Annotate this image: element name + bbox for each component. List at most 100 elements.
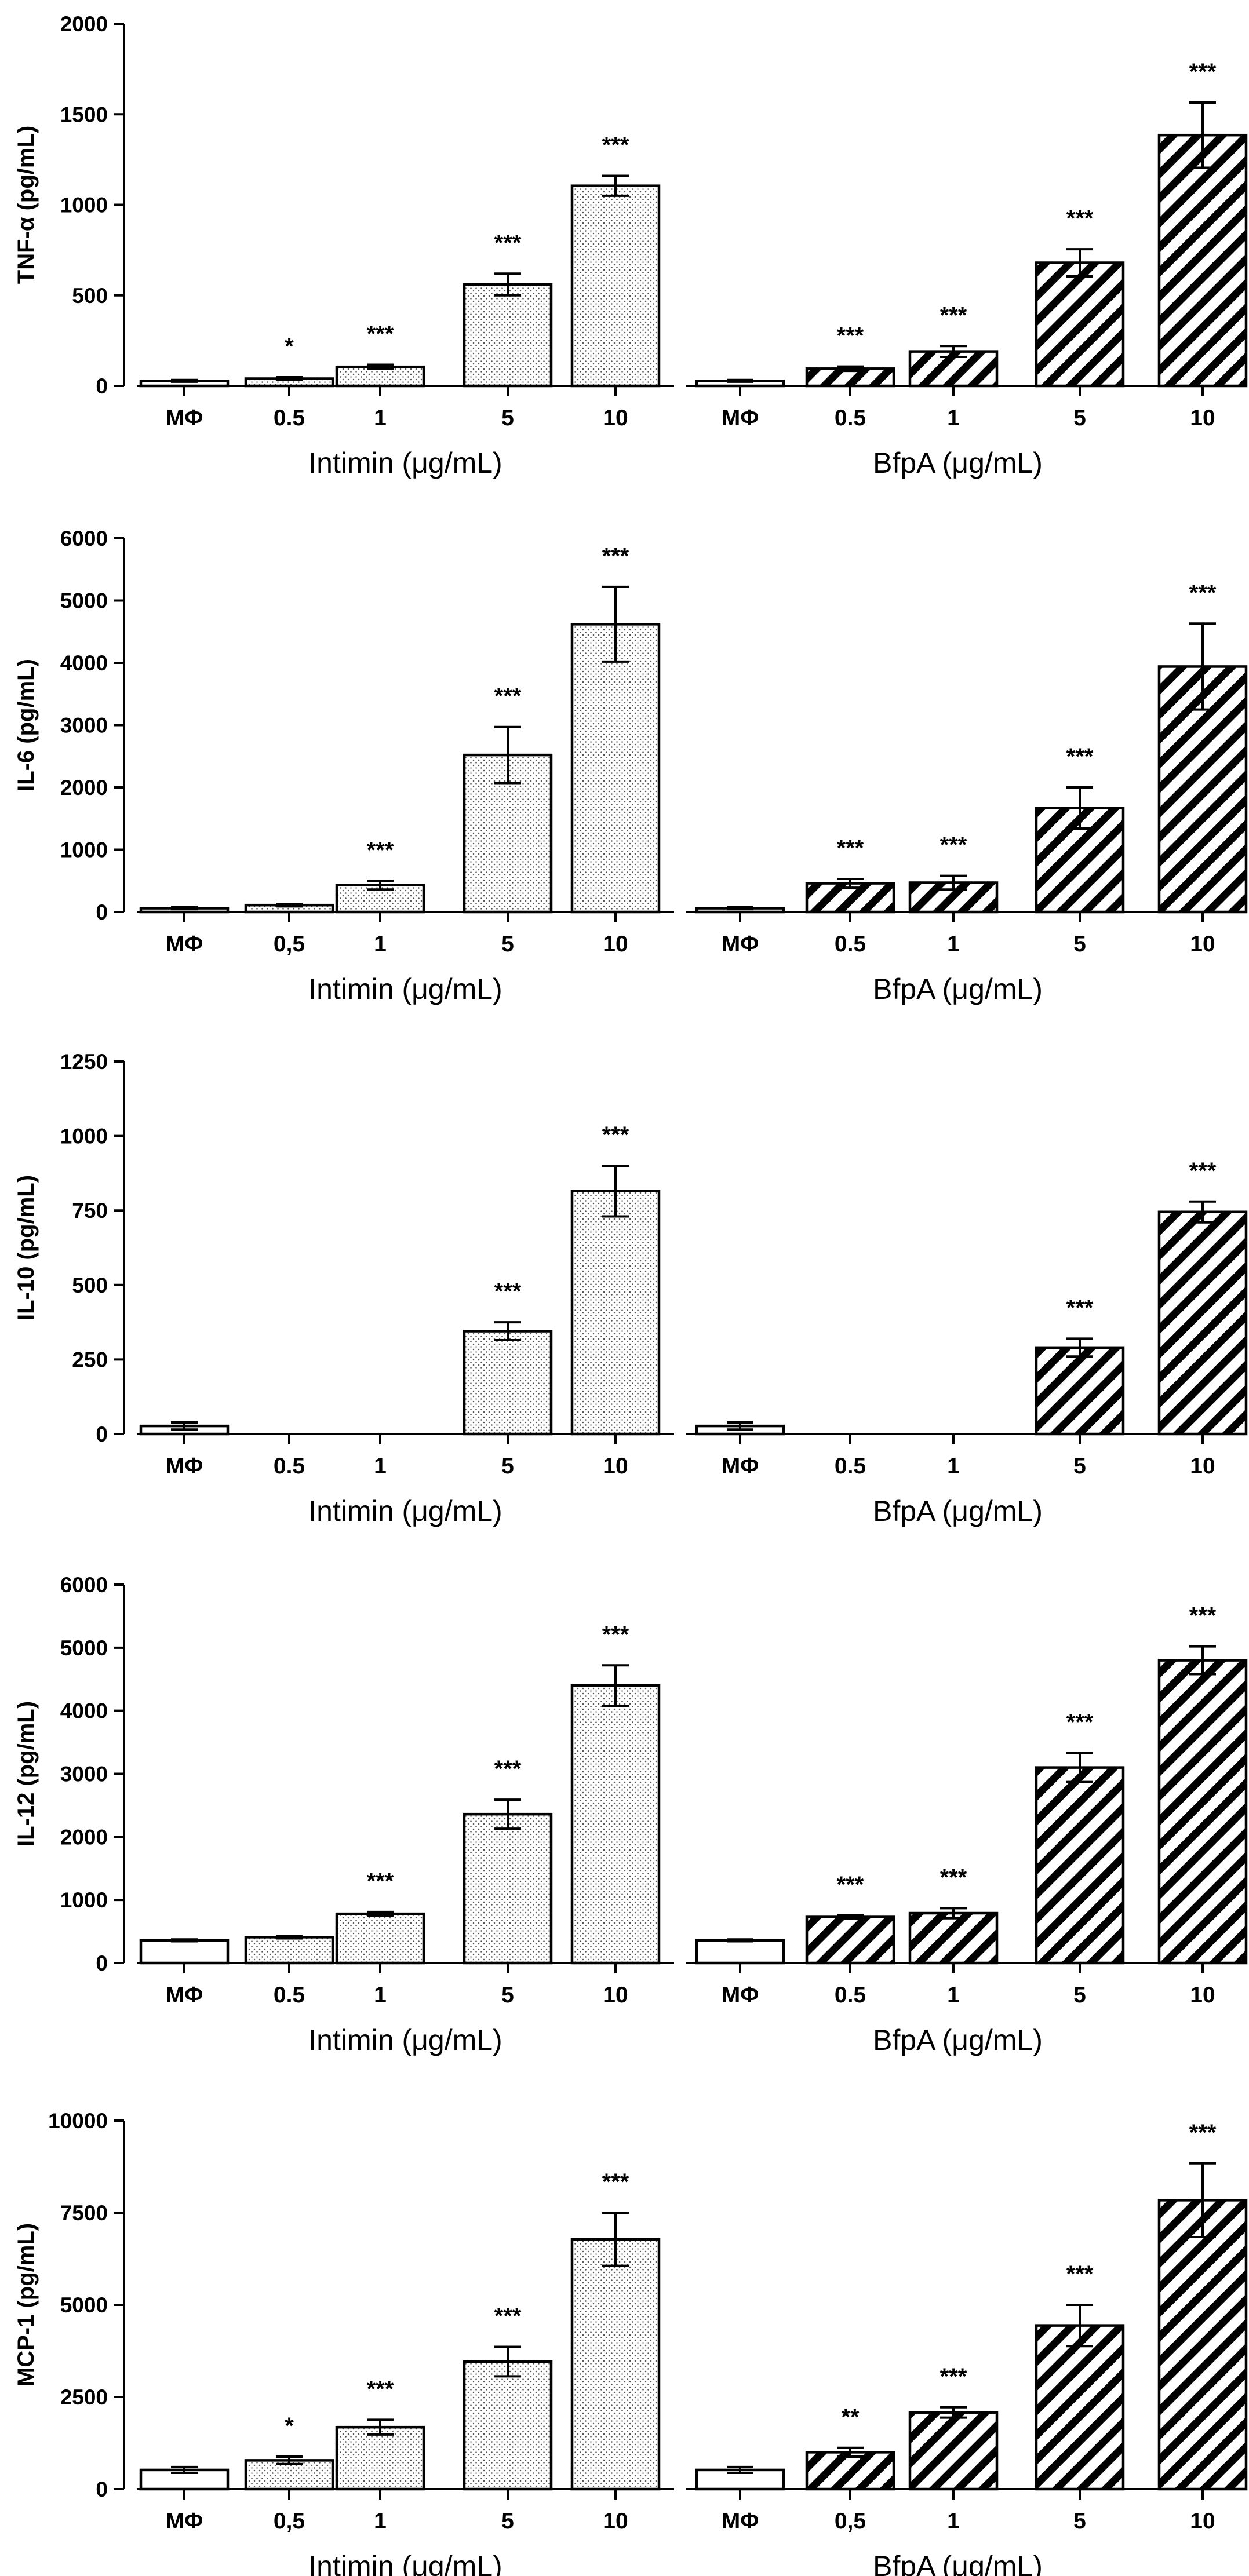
- category-label: 10: [603, 1983, 628, 2008]
- bar: [1157, 133, 1248, 388]
- bar: [1035, 1346, 1125, 1436]
- category-label: 10: [1190, 1454, 1215, 1479]
- y-tick-label: 4000: [60, 1699, 108, 1723]
- y-tick-label: 7500: [60, 2201, 108, 2225]
- category-label: MΦ: [166, 932, 203, 957]
- bar: [570, 1190, 661, 1436]
- x-axis-label: Intimin (μg/mL): [308, 2024, 502, 2056]
- significance-label: ***: [494, 1279, 522, 1304]
- y-tick-label: 0: [96, 2478, 108, 2501]
- significance-label: ***: [602, 133, 629, 158]
- category-label: MΦ: [722, 1454, 759, 1479]
- significance-label: ***: [837, 1872, 864, 1898]
- significance-label: ***: [367, 321, 394, 346]
- bar: [908, 1911, 999, 1965]
- significance-label: ***: [367, 1869, 394, 1894]
- y-axis-label: IL-6 (pg/mL): [13, 659, 39, 791]
- category-label: 0,5: [274, 2509, 305, 2534]
- bar: [1035, 261, 1125, 388]
- category-label: 1: [374, 932, 387, 957]
- x-axis-label: BfpA (μg/mL): [873, 973, 1043, 1005]
- bar: [1157, 1210, 1248, 1436]
- y-tick-label: 250: [72, 1348, 108, 1371]
- y-tick-label: 10000: [48, 2109, 108, 2133]
- category-label: 0.5: [835, 1454, 866, 1479]
- category-label: 10: [1190, 932, 1215, 957]
- y-axis-label: IL-12 (pg/mL): [13, 1701, 39, 1847]
- bar: [908, 350, 999, 388]
- category-label: 0,5: [274, 932, 305, 957]
- significance-label: ***: [494, 1756, 522, 1782]
- category-label: 5: [501, 1454, 514, 1479]
- category-label: MΦ: [722, 1983, 759, 2008]
- bar: [570, 2238, 661, 2491]
- chart-panel: 0 2500 5000 7500 10000 MCP-1 (pg/mL) Intimin (…: [13, 2109, 1248, 2576]
- bar: [139, 1939, 230, 1965]
- category-label: 10: [603, 406, 628, 430]
- category-label: 0.5: [835, 932, 866, 957]
- category-label: 0.5: [274, 406, 305, 430]
- significance-label: ***: [367, 2376, 394, 2402]
- bar: [570, 1684, 661, 1965]
- y-axis-label: TNF-α (pg/mL): [13, 126, 39, 284]
- bar: [335, 1912, 425, 1965]
- category-label: MΦ: [166, 1454, 203, 1479]
- bar: [244, 1936, 334, 1965]
- x-axis-label: Intimin (μg/mL): [308, 447, 502, 479]
- significance-label: ***: [1066, 2261, 1094, 2287]
- y-tick-label: 3000: [60, 714, 108, 738]
- significance-label: ***: [602, 1622, 629, 1647]
- category-label: MΦ: [166, 1983, 203, 2008]
- y-tick-label: 1000: [60, 838, 108, 862]
- category-label: 0.5: [274, 1983, 305, 2008]
- category-label: 1: [374, 1983, 387, 2008]
- category-label: 1: [947, 406, 960, 430]
- significance-label: ***: [940, 2364, 967, 2389]
- category-label: 5: [1073, 1983, 1086, 2008]
- category-label: MΦ: [722, 406, 759, 430]
- x-axis-label: Intimin (μg/mL): [308, 973, 502, 1005]
- y-tick-label: 5000: [60, 2293, 108, 2317]
- category-label: 5: [501, 1983, 514, 2008]
- bar: [1035, 1766, 1125, 1965]
- y-tick-label: 2000: [60, 12, 108, 36]
- bar: [1035, 2324, 1125, 2491]
- y-tick-label: 0: [96, 1422, 108, 1446]
- y-tick-label: 500: [72, 1274, 108, 1297]
- y-axis-label: MCP-1 (pg/mL): [13, 2223, 39, 2387]
- category-label: MΦ: [166, 2509, 203, 2534]
- bar: [570, 184, 661, 388]
- y-tick-label: 1000: [60, 194, 108, 217]
- category-label: MΦ: [722, 2509, 759, 2534]
- significance-label: ***: [494, 230, 522, 256]
- significance-label: ***: [494, 2304, 522, 2329]
- significance-label: ***: [602, 2169, 629, 2195]
- category-label: 0.5: [835, 406, 866, 430]
- category-label: MΦ: [166, 406, 203, 430]
- chart-panel: 0 1000 2000 3000 4000 5000 6000 IL-12 (pg/mL) In…: [13, 1573, 1248, 2056]
- x-axis-label: BfpA (μg/mL): [873, 2550, 1043, 2576]
- bar: [1157, 1659, 1248, 1965]
- category-label: 5: [1073, 1454, 1086, 1479]
- significance-label: ***: [602, 543, 629, 569]
- category-label: 5: [1073, 2509, 1086, 2534]
- bar: [463, 1330, 553, 1436]
- y-tick-label: 4000: [60, 651, 108, 675]
- significance-label: ***: [1189, 2120, 1217, 2146]
- category-label: 0,5: [835, 2509, 866, 2534]
- category-label: 10: [603, 932, 628, 957]
- category-label: 10: [1190, 406, 1215, 430]
- significance-label: **: [841, 2404, 860, 2430]
- y-tick-label: 6000: [60, 1573, 108, 1597]
- chart-panel: 0 250 500 750 1000 1250 IL-10 (pg/mL) Intimin (…: [13, 1050, 1248, 1527]
- significance-label: ***: [1189, 580, 1217, 605]
- category-label: 1: [947, 1983, 960, 2008]
- bar: [805, 1915, 895, 1965]
- y-tick-label: 1000: [60, 1125, 108, 1148]
- y-tick-label: 1250: [60, 1050, 108, 1074]
- significance-label: *: [285, 334, 294, 359]
- significance-label: ***: [1189, 59, 1217, 85]
- significance-label: ***: [1066, 206, 1094, 231]
- bar: [570, 623, 661, 914]
